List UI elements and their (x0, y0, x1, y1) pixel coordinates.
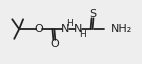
Text: NH₂: NH₂ (111, 24, 132, 34)
Text: H: H (79, 30, 86, 39)
Text: N: N (61, 24, 69, 34)
Text: H: H (66, 19, 73, 28)
Text: O: O (34, 24, 43, 34)
Text: S: S (89, 9, 96, 19)
Text: N: N (74, 24, 82, 34)
Text: O: O (50, 39, 59, 49)
